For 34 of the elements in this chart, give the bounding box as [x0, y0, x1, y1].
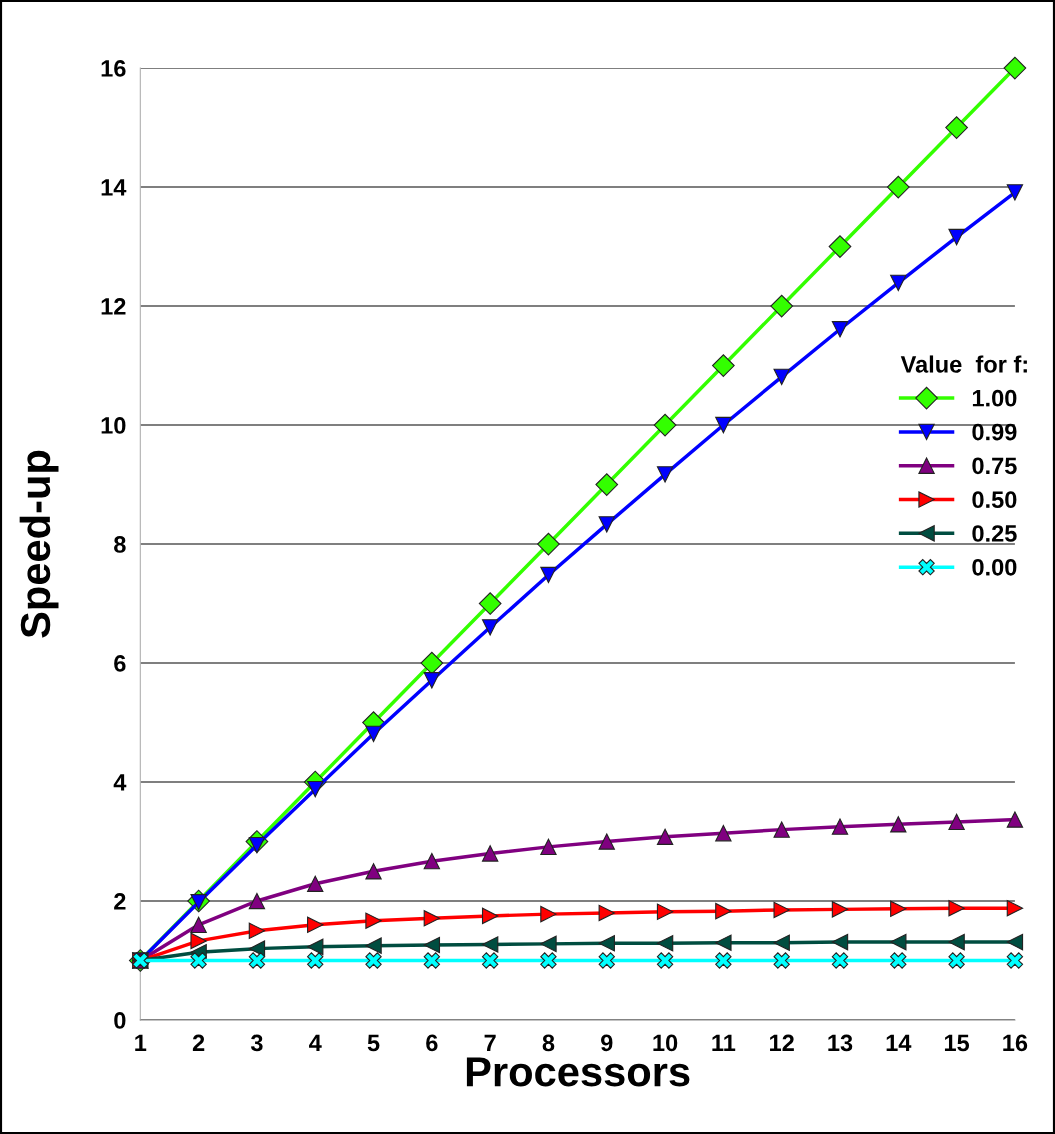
legend-label: 0.25: [972, 525, 1017, 542]
y-tick-label: 6: [114, 655, 126, 672]
legend-label: 0.99: [972, 423, 1017, 441]
y-tick-label: 4: [113, 774, 127, 791]
y-tick-label: 2: [114, 893, 126, 910]
legend-label: 1.00: [972, 389, 1017, 407]
x-tick-label: 11: [712, 1034, 736, 1052]
legend-label: 0.50: [972, 491, 1017, 509]
x-tick-label: 12: [770, 1034, 794, 1052]
x-tick-label: 8: [542, 1034, 555, 1052]
y-tick-label: 10: [101, 417, 126, 434]
legend-label: 0.75: [972, 457, 1017, 475]
x-tick-label: 16: [1003, 1034, 1028, 1052]
x-tick-label: 13: [828, 1034, 853, 1052]
x-tick-label: 10: [653, 1034, 678, 1052]
legend-title: Value for f:: [900, 355, 1027, 373]
x-tick-label: 9: [601, 1034, 613, 1052]
x-tick-label: 4: [309, 1034, 322, 1052]
y-tick-label: 14: [101, 179, 127, 196]
y-tick-label: 8: [114, 536, 126, 553]
x-tick-label: 5: [367, 1034, 380, 1052]
y-axis-title: Speed-up: [19, 450, 59, 638]
legend-label: 0.00: [972, 558, 1017, 576]
y-tick-label: 16: [101, 60, 126, 77]
x-tick-label: 15: [944, 1034, 970, 1052]
x-tick-label: 6: [426, 1034, 438, 1052]
x-axis-title: Processors: [466, 1057, 690, 1087]
x-tick-label: 3: [250, 1034, 263, 1052]
y-tick-label: 12: [101, 298, 126, 315]
x-tick-label: 7: [484, 1034, 496, 1052]
x-tick-label: 1: [135, 1034, 147, 1052]
x-tick-label: 2: [192, 1034, 205, 1052]
y-tick-label: 0: [114, 1012, 126, 1029]
x-tick-label: 14: [886, 1034, 912, 1052]
